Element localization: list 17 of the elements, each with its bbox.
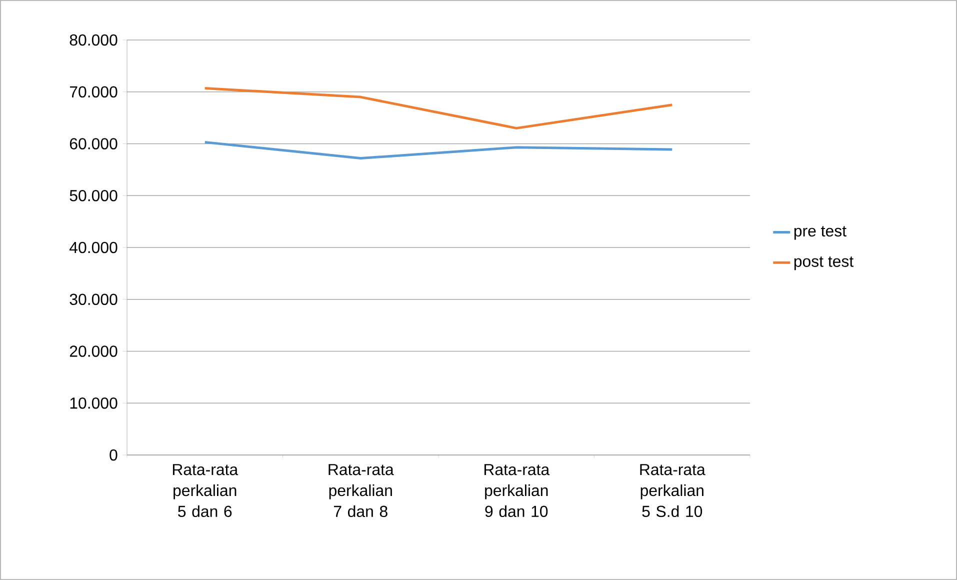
y-tick-label: 20.000	[70, 346, 118, 357]
y-tick-label: 10.000	[70, 397, 118, 409]
x-tick-label: Rata-rata perkalian 5 S.d 10	[640, 464, 706, 518]
line-series	[204, 86, 674, 130]
x-tick-label: Rata-rata perkalian 9 dan 10	[484, 464, 550, 518]
line-series	[204, 140, 674, 160]
y-tick-label: 0	[110, 449, 118, 461]
x-tick-label: Rata-rata perkalian 7 dan 8	[328, 464, 394, 518]
y-tick-label: 30.000	[70, 294, 118, 306]
y-tick-label: 40.000	[70, 242, 118, 254]
y-tick-label: 60.000	[70, 138, 118, 150]
legend-label: post test	[794, 256, 854, 270]
y-tick-label: 70.000	[70, 86, 118, 98]
y-tick-label: 80.000	[70, 34, 118, 46]
y-tick-label: 50.000	[70, 190, 118, 202]
x-tick-label: Rata-rata perkalian 5 dan 6	[172, 464, 238, 518]
legend-label: pre test	[794, 226, 846, 240]
